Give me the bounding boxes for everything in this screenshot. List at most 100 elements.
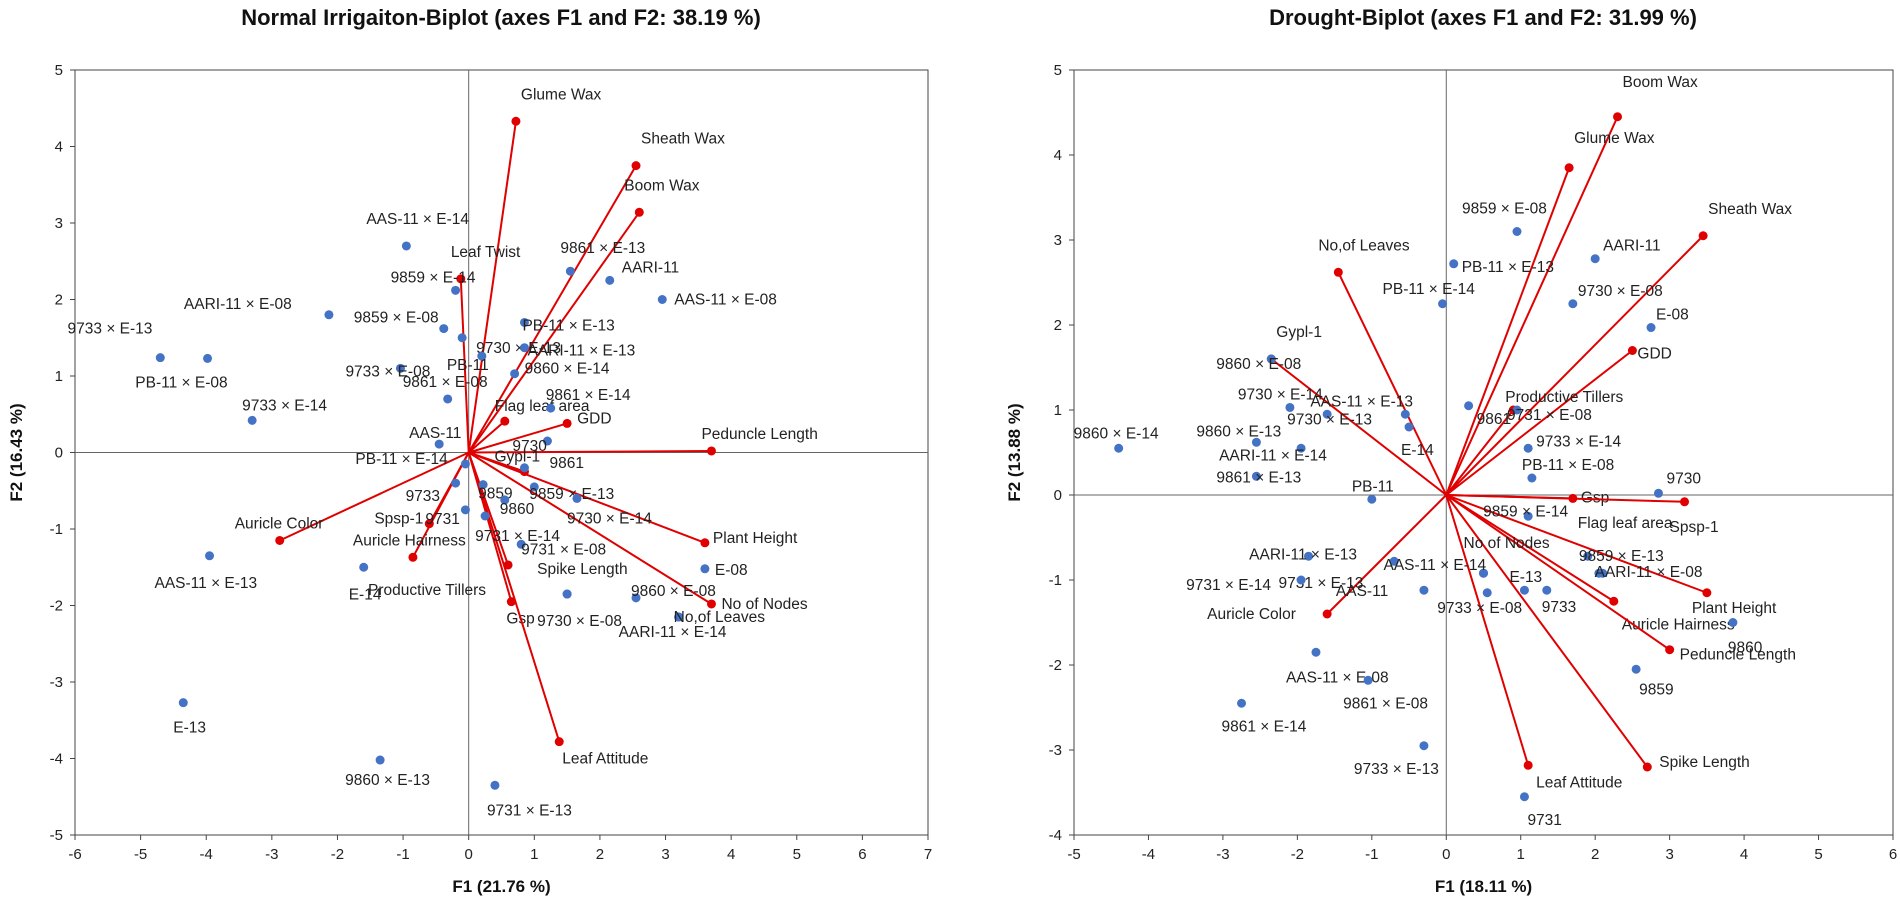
vector-line — [1445, 494, 1615, 603]
plot-frame — [1073, 69, 1894, 836]
observation-point — [1542, 585, 1552, 595]
point-label: 9861 × E-14 — [1222, 718, 1307, 735]
x-tick-label: 0 — [1442, 846, 1450, 863]
x-tick-label: 2 — [1591, 846, 1599, 863]
observation-point — [490, 780, 500, 790]
point-label: 9731 × E-14 — [1186, 577, 1271, 594]
point-label: 9860 × E-08 — [1216, 356, 1301, 373]
vector-line — [1446, 494, 1685, 503]
y-tick-label: -2 — [50, 598, 63, 615]
vector-line — [467, 211, 641, 454]
x-tick-label: 3 — [1665, 846, 1673, 863]
vector-label: Plant Height — [713, 530, 798, 547]
point-label: PB-11 × E-13 — [522, 317, 614, 334]
point-label: E-13 — [1509, 569, 1542, 586]
vector-label: Productive Tillers — [368, 582, 486, 599]
vector-label: Peduncle Length — [701, 426, 817, 443]
y-tick-label: 3 — [55, 215, 63, 232]
observation-point — [478, 480, 488, 490]
point-label: AAS-11 × E-13 — [155, 575, 258, 592]
vector-endpoint — [554, 737, 564, 747]
observation-point — [359, 562, 369, 572]
observation-point — [605, 275, 615, 285]
point-label: AARI-11 × E-14 — [1219, 447, 1327, 464]
observation-point — [1304, 551, 1314, 561]
vector-line — [1445, 349, 1634, 496]
point-label: 9730 × E-14 — [1238, 386, 1323, 403]
vector-label: Glume Wax — [521, 86, 602, 103]
point-label: PB-11 — [1352, 478, 1394, 495]
x-tick-label: 1 — [530, 846, 538, 863]
x-tick-label: 4 — [727, 846, 735, 863]
observation-point — [562, 589, 572, 599]
y-axis-label: F2 (13.88 %) — [1005, 403, 1024, 501]
point-label: 9859 × E-08 — [1462, 201, 1547, 218]
point-label: 9861 — [549, 455, 583, 472]
y-tick-label: -3 — [50, 674, 63, 691]
observation-point — [1404, 422, 1414, 432]
vector-label: Glume Wax — [1574, 130, 1655, 147]
point-label: 9859 × E-13 — [529, 486, 614, 503]
observation-point — [1646, 323, 1656, 333]
x-tick-label: -1 — [1365, 846, 1378, 863]
point-label: E-14 — [1401, 442, 1434, 459]
vector-label: Flag leaf area — [495, 398, 590, 415]
y-tick-label: -3 — [1049, 742, 1062, 759]
point-label: No,of Leaves — [674, 609, 766, 626]
point-label: 9730 × E-14 — [567, 510, 652, 527]
vector-endpoint — [511, 116, 521, 126]
point-label: PB-11 × E-14 — [1383, 281, 1476, 298]
chart-title: Normal Irrigaiton-Biplot (axes F1 and F2… — [241, 5, 761, 30]
vector-endpoint — [1564, 163, 1574, 173]
observation-point — [1363, 675, 1373, 685]
point-label: 9730 × E-13 — [476, 340, 561, 357]
vector-label: Spsp-1 — [1670, 519, 1719, 536]
point-label: 9860 — [1728, 640, 1763, 657]
observation-point — [1568, 299, 1578, 309]
vector-endpoint — [634, 207, 644, 217]
point-label: 9733 × E-14 — [1536, 433, 1621, 450]
point-label: 9731 × E-13 — [487, 802, 572, 819]
y-tick-label: -2 — [1049, 657, 1062, 674]
x-tick-label: -3 — [265, 846, 278, 863]
vector-label: Peduncle Length — [1680, 647, 1796, 664]
observation-point — [155, 353, 165, 363]
point-label: AARI-11 × E-08 — [184, 296, 292, 313]
point-label: AAS-11 — [409, 425, 461, 442]
vector-line — [1445, 409, 1515, 496]
chart-panel-2: Drought-Biplot (axes F1 and F2: 31.99 %)… — [1005, 5, 1897, 896]
observation-point — [1438, 299, 1448, 309]
vector-endpoint — [1665, 645, 1675, 655]
x-tick-label: -2 — [1291, 846, 1304, 863]
observation-point — [565, 266, 575, 276]
observation-point — [1311, 647, 1321, 657]
vector-endpoint — [1642, 762, 1652, 772]
point-label: 9731 × E-08 — [521, 541, 606, 558]
observation-point — [1512, 227, 1522, 236]
observation-point — [1389, 556, 1399, 566]
x-tick-label: 6 — [1889, 846, 1897, 863]
vector-line — [1270, 358, 1447, 496]
observation-point — [1523, 511, 1533, 521]
point-label: 9733 × E-08 — [345, 363, 430, 380]
point-label: 9861 × E-13 — [1216, 469, 1301, 486]
x-tick-label: 4 — [1740, 846, 1748, 863]
vector-line — [468, 451, 712, 605]
observation-point — [324, 310, 334, 320]
vector-endpoint — [1333, 267, 1343, 277]
vector-line — [1445, 494, 1530, 766]
point-label: AAS-11 — [1336, 583, 1388, 600]
point-label: 9861 × E-14 — [546, 387, 631, 404]
y-tick-label: -5 — [50, 827, 63, 844]
point-label: AARI-11 — [1603, 238, 1660, 255]
observation-point — [674, 612, 684, 622]
point-label: AAS-11 × E-08 — [674, 292, 777, 309]
vector-label: Plant Height — [1692, 600, 1777, 617]
point-label: E-14 — [349, 586, 382, 603]
vector-label: Leaf Attitude — [1536, 774, 1622, 791]
observation-point — [1237, 698, 1247, 708]
vector-line — [467, 165, 637, 454]
point-label: PB-11 × E-08 — [135, 375, 227, 392]
y-tick-label: -4 — [50, 751, 63, 768]
vector-label: Gypl-1 — [494, 449, 540, 466]
